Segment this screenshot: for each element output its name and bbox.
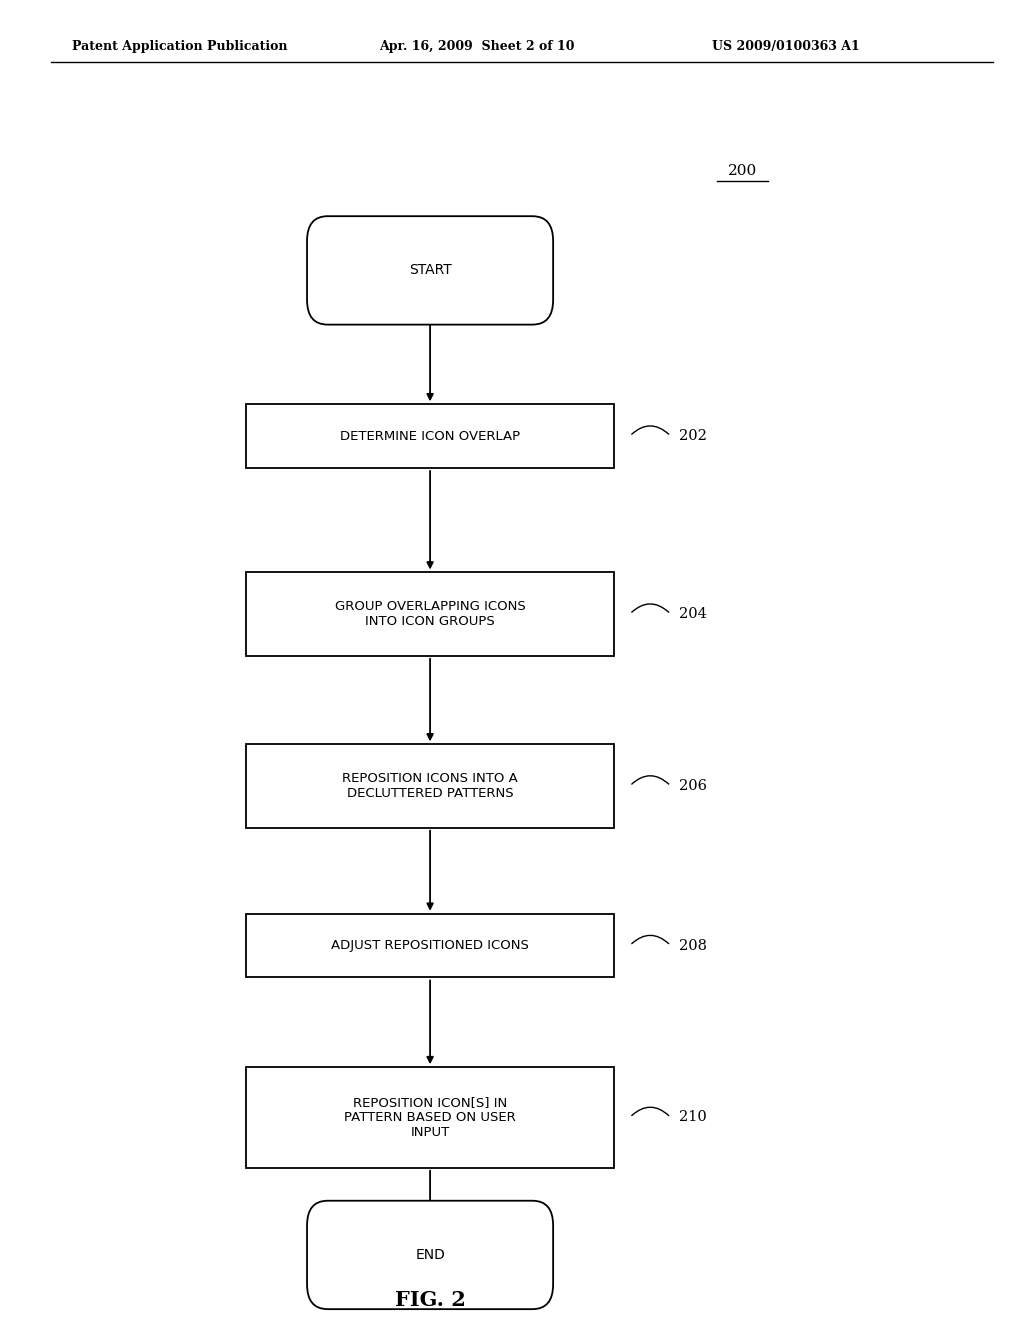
FancyBboxPatch shape bbox=[246, 404, 614, 469]
Text: REPOSITION ICON[S] IN
PATTERN BASED ON USER
INPUT: REPOSITION ICON[S] IN PATTERN BASED ON U… bbox=[344, 1096, 516, 1139]
Text: 202: 202 bbox=[679, 429, 707, 444]
Text: END: END bbox=[415, 1247, 445, 1262]
FancyBboxPatch shape bbox=[246, 573, 614, 656]
FancyBboxPatch shape bbox=[246, 744, 614, 828]
Text: ADJUST REPOSITIONED ICONS: ADJUST REPOSITIONED ICONS bbox=[331, 939, 529, 952]
Text: START: START bbox=[409, 264, 452, 277]
Text: 208: 208 bbox=[679, 939, 707, 953]
Text: 200: 200 bbox=[728, 164, 757, 178]
Text: US 2009/0100363 A1: US 2009/0100363 A1 bbox=[712, 40, 859, 53]
FancyBboxPatch shape bbox=[246, 913, 614, 978]
Text: Patent Application Publication: Patent Application Publication bbox=[72, 40, 287, 53]
Text: 210: 210 bbox=[679, 1110, 707, 1125]
FancyBboxPatch shape bbox=[246, 1067, 614, 1168]
Text: GROUP OVERLAPPING ICONS
INTO ICON GROUPS: GROUP OVERLAPPING ICONS INTO ICON GROUPS bbox=[335, 601, 525, 628]
FancyBboxPatch shape bbox=[307, 1201, 553, 1309]
Text: Apr. 16, 2009  Sheet 2 of 10: Apr. 16, 2009 Sheet 2 of 10 bbox=[379, 40, 574, 53]
FancyBboxPatch shape bbox=[307, 216, 553, 325]
Text: FIG. 2: FIG. 2 bbox=[394, 1290, 466, 1311]
Text: REPOSITION ICONS INTO A
DECLUTTERED PATTERNS: REPOSITION ICONS INTO A DECLUTTERED PATT… bbox=[342, 772, 518, 800]
Text: 206: 206 bbox=[679, 779, 707, 793]
Text: 204: 204 bbox=[679, 607, 707, 622]
Text: DETERMINE ICON OVERLAP: DETERMINE ICON OVERLAP bbox=[340, 429, 520, 442]
